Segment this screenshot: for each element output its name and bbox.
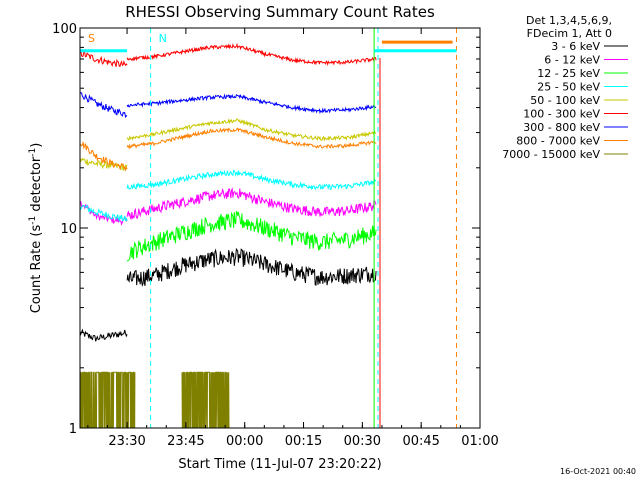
attenuator-label: S bbox=[88, 32, 95, 45]
legend-entry-label: 3 - 6 keV bbox=[551, 40, 600, 53]
legend: Det 1,3,4,5,6,9,FDecim 1, Att 03 - 6 keV… bbox=[502, 14, 628, 161]
chart-title: RHESSI Observing Summary Count Rates bbox=[125, 3, 435, 21]
trace-50-100keV bbox=[126, 118, 377, 142]
x-axis-label: Start Time (11-Jul-07 23:20:22) bbox=[178, 457, 381, 472]
x-tick-label: 00:30 bbox=[344, 434, 381, 449]
legend-entry-label: 100 - 300 keV bbox=[523, 108, 600, 121]
legend-header: FDecim 1, Att 0 bbox=[527, 27, 612, 40]
y-axis: 1 10 100 bbox=[52, 22, 480, 437]
pre-gap-trace-100-300keV bbox=[80, 50, 128, 68]
legend-header: Det 1,3,4,5,6,9, bbox=[526, 14, 612, 27]
y-tick-label: 100 bbox=[52, 22, 77, 37]
legend-entry-label: 50 - 100 keV bbox=[530, 94, 600, 107]
pre-gap-trace-25-50keV bbox=[80, 204, 128, 223]
data-layer bbox=[80, 42, 377, 428]
x-tick-label: 23:45 bbox=[167, 434, 204, 449]
trace-6-12keV bbox=[126, 187, 377, 220]
trace-100-300keV bbox=[126, 42, 377, 67]
legend-entry-label: 7000 - 15000 keV bbox=[502, 148, 600, 161]
trace-300-800keV bbox=[126, 93, 377, 115]
y-tick-label: 1 bbox=[69, 422, 77, 437]
trace-25-50keV bbox=[126, 169, 377, 191]
legend-entry-label: 300 - 800 keV bbox=[523, 121, 600, 134]
legend-entry-label: 12 - 25 keV bbox=[537, 67, 600, 80]
footer-date: 16-Oct-2021 00:40 bbox=[560, 467, 636, 476]
legend-entry-label: 800 - 7000 keV bbox=[516, 135, 600, 148]
x-tick-label: 01:00 bbox=[461, 434, 498, 449]
trace-3-6keV bbox=[126, 248, 377, 287]
x-tick-label: 23:30 bbox=[108, 434, 145, 449]
attenuator-label: N bbox=[159, 32, 167, 45]
trace-olive-bursts bbox=[80, 371, 230, 428]
pre-gap-trace-300-800keV bbox=[80, 92, 128, 119]
x-axis: 23:30 23:45 00:00 00:15 00:30 00:45 01:00 bbox=[87, 28, 499, 449]
trace-800-7000keV bbox=[126, 127, 377, 150]
trace-12-25keV bbox=[126, 210, 377, 262]
y-axis-label: Count Rate (s-1 detector-1) bbox=[28, 143, 44, 314]
legend-entry-label: 6 - 12 keV bbox=[544, 54, 600, 67]
x-tick-label: 00:15 bbox=[285, 434, 322, 449]
pre-gap-trace-800-7000keV bbox=[80, 141, 128, 172]
x-tick-label: 00:00 bbox=[226, 434, 263, 449]
y-tick-label: 10 bbox=[60, 222, 77, 237]
legend-entry-label: 25 - 50 keV bbox=[537, 81, 600, 94]
pre-gap-trace-3-6keV bbox=[80, 328, 128, 342]
plot-frame bbox=[79, 27, 481, 429]
x-tick-label: 00:45 bbox=[402, 434, 439, 449]
